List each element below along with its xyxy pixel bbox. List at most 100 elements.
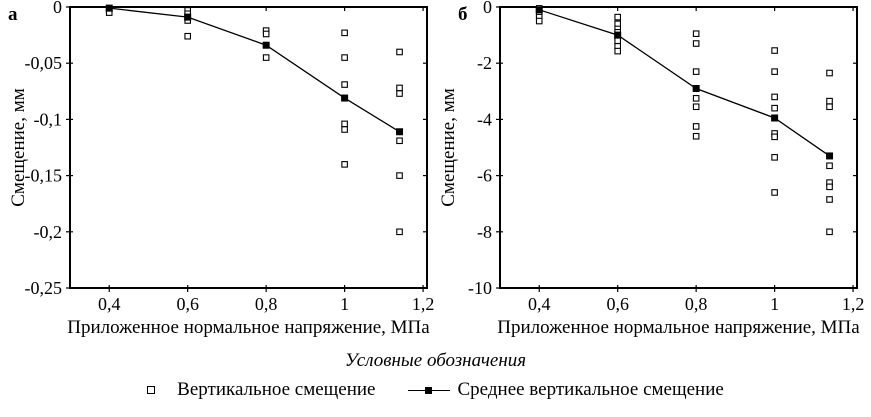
open-square-marker-icon <box>147 386 156 394</box>
scatter-point <box>614 47 621 55</box>
plot-frame <box>499 6 858 289</box>
line-filled-square-marker-icon <box>407 386 450 395</box>
x-tick-label: 1,2 <box>412 294 435 314</box>
legend-item-label: Вертикальное смещение <box>177 379 376 400</box>
mean-series <box>105 4 404 136</box>
scatter-point <box>535 17 543 25</box>
mean-point <box>105 4 113 12</box>
plot-frame <box>69 6 428 289</box>
scatter-point <box>826 69 833 77</box>
mean-point <box>614 31 622 39</box>
scatter-point <box>341 161 348 168</box>
y-tick-label: -2 <box>477 53 492 73</box>
x-tick-label: 0,8 <box>255 294 278 314</box>
charts-svg: 0,4 0,6 0,8 1 1,2 0 -0,05 -0,1 -0,15 -0,2 -0,25 При… <box>8 0 864 338</box>
scatter-point <box>771 133 778 141</box>
scatter-point <box>771 189 778 196</box>
legend-item-label: Среднее вертикальное смещение <box>457 379 724 400</box>
y-axis-title: Смещение, мм <box>8 88 29 207</box>
legend-item-mean-vertical-displacement: Среднее вертикальное смещение <box>407 379 724 401</box>
x-axis-title: Приложенное нормальное напряжение, МПа <box>497 317 860 338</box>
y-tick-label: -6 <box>477 166 492 186</box>
scatter-point <box>692 103 700 111</box>
y-tick-label: -0,15 <box>25 166 63 186</box>
scatter-point <box>826 183 833 191</box>
scatter-point <box>262 30 270 38</box>
mean-line <box>109 7 400 133</box>
scatter-point <box>771 68 778 75</box>
scatter-point <box>341 120 348 128</box>
scatter-point <box>396 84 403 92</box>
x-tick-label: 1 <box>340 294 349 314</box>
mean-series <box>535 6 834 160</box>
scatter-point <box>614 13 621 21</box>
scatter-point <box>771 154 778 161</box>
x-tick-label: 0,6 <box>606 294 629 314</box>
y-tick-label: -8 <box>477 222 492 242</box>
x-tick-label: 0,4 <box>528 294 551 314</box>
scatter-point <box>692 40 700 47</box>
x-tick-label: 0,8 <box>685 294 708 314</box>
y-tick-label: -0,05 <box>25 53 63 73</box>
scatter-point <box>262 54 270 61</box>
mean-line <box>539 9 830 157</box>
scatter-point <box>396 228 403 236</box>
x-tick-label: 1 <box>770 294 779 314</box>
x-tick-label: 0,4 <box>98 294 121 314</box>
x-axis: 0,4 0,6 0,8 1 1,2 <box>528 7 864 314</box>
y-tick-label: 0 <box>53 0 62 17</box>
y-tick-label: -4 <box>477 109 492 129</box>
x-tick-label: 0,6 <box>176 294 199 314</box>
x-axis: 0,4 0,6 0,8 1 1,2 <box>98 7 434 314</box>
scatter-point <box>692 68 700 75</box>
scatter-point <box>692 95 700 102</box>
scatter-point <box>396 172 403 179</box>
scatter-point <box>826 162 833 170</box>
scatter-point <box>826 103 833 111</box>
scatter-point <box>341 54 348 61</box>
mean-point <box>771 114 779 122</box>
y-axis-title: Смещение, мм <box>438 88 459 207</box>
mean-point <box>396 128 404 136</box>
scatter-point <box>614 37 621 45</box>
scatter-point <box>826 97 833 105</box>
scatter-point <box>826 196 833 203</box>
mean-point <box>184 13 192 21</box>
y-axis: 0 -0,05 -0,1 -0,15 -0,2 -0,25 <box>25 0 427 298</box>
scatter-point <box>692 30 700 37</box>
scatter-point <box>341 81 348 88</box>
legend-items: Вертикальное смещение Среднее вертикальн… <box>0 379 871 401</box>
y-tick-label: -0,25 <box>25 278 63 298</box>
mean-point <box>341 94 349 102</box>
scatter-point <box>826 228 833 236</box>
scatter-point <box>341 126 348 133</box>
mean-point <box>826 152 834 160</box>
panel-label: а <box>8 4 18 25</box>
x-tick-label: 1,2 <box>842 294 865 314</box>
y-tick-label: -0,1 <box>34 109 63 129</box>
scatter-series <box>535 5 833 236</box>
scatter-point <box>184 32 191 40</box>
chart-panel-a: 0,4 0,6 0,8 1 1,2 0 -0,05 -0,1 -0,15 -0,2 -0,25При… <box>8 0 434 338</box>
mean-point <box>262 41 270 49</box>
scatter-point <box>396 90 403 97</box>
legend-item-vertical-displacement: Вертикальное смещение <box>147 379 376 401</box>
y-tick-label: -0,2 <box>34 222 63 242</box>
scatter-point <box>396 48 403 56</box>
scatter-point <box>771 47 778 54</box>
legend-title: Условные обозначения <box>344 350 527 371</box>
y-tick-label: -10 <box>468 278 492 298</box>
mean-point <box>692 84 700 92</box>
mean-square-glyph <box>424 386 432 394</box>
scatter-point <box>396 137 403 145</box>
legend: Условные обозначения Вертикальное смещен… <box>0 350 871 401</box>
y-axis: 0 -2 -4 -6 -8 -10 <box>468 0 857 298</box>
panel-label: б <box>458 4 468 25</box>
mean-point <box>535 6 543 14</box>
y-tick-label: 0 <box>483 0 492 17</box>
scatter-point <box>341 29 348 37</box>
scatter-point <box>692 123 700 130</box>
scatter-point <box>771 104 778 112</box>
